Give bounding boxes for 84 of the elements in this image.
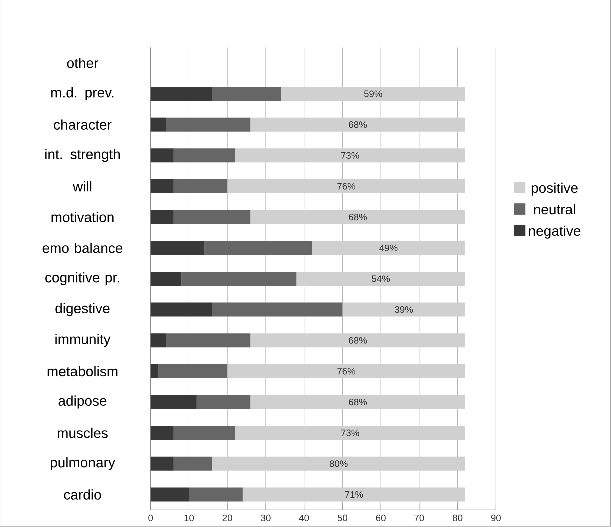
annotation: 39%	[395, 306, 414, 314]
annotation: 49%	[380, 244, 398, 252]
y-tick-label: motivation	[52, 212, 114, 223]
bar	[228, 364, 466, 378]
annotation: 54%	[372, 276, 390, 282]
legend-label: negative	[529, 226, 581, 239]
bar	[150, 302, 212, 317]
bar	[150, 148, 174, 163]
y-tick-label: character	[54, 120, 112, 130]
x-tick-label: 50	[338, 514, 348, 522]
bar	[250, 334, 466, 348]
bar	[296, 272, 466, 286]
y-tick-label: adipose	[58, 396, 107, 409]
y-tick-label: emo balance	[42, 243, 123, 254]
bar	[174, 210, 251, 224]
y-tick-label: m.d. prev.	[52, 88, 114, 101]
bar	[150, 364, 159, 378]
bar	[166, 334, 251, 348]
y-tick-label: pulmonary	[50, 457, 116, 470]
bar	[150, 488, 190, 502]
bar	[174, 180, 228, 194]
bar	[228, 180, 466, 194]
bar	[150, 426, 174, 440]
x-tick-label: 40	[299, 514, 310, 522]
x-tick-label: 80	[452, 514, 463, 522]
bar	[174, 148, 236, 163]
annotation: 73%	[342, 152, 360, 159]
x-tick-label: 10	[184, 514, 194, 522]
x-tick-label: 70	[414, 514, 424, 522]
bar	[150, 334, 166, 348]
y-tick-label: cardio	[64, 490, 102, 500]
bar	[174, 426, 236, 440]
legend-label: neutral	[534, 204, 576, 215]
bar	[150, 241, 205, 256]
bar	[158, 364, 228, 378]
bar	[212, 302, 343, 317]
bar	[166, 118, 251, 132]
annotation: 73%	[342, 430, 360, 436]
bar	[204, 241, 312, 256]
bar	[174, 456, 212, 471]
bar	[150, 87, 212, 102]
y-tick-label: metabolism	[48, 366, 118, 377]
bar	[235, 426, 466, 440]
annotation: 68%	[349, 399, 368, 406]
y-tick-label: other	[67, 58, 98, 68]
bar	[235, 148, 466, 163]
bar	[250, 395, 466, 410]
bar	[212, 87, 282, 102]
y-tick-label: digestive	[56, 303, 110, 316]
y-tick-label: immunity	[56, 334, 111, 348]
bar	[281, 87, 466, 102]
bar	[150, 456, 174, 471]
y-tick-label: muscles	[58, 428, 108, 438]
bar	[150, 180, 174, 194]
bar	[150, 118, 166, 132]
annotation: 71%	[345, 492, 364, 498]
bar	[250, 118, 466, 132]
bar	[242, 488, 466, 502]
legend-label: positive	[532, 182, 578, 196]
bar	[196, 395, 251, 410]
bar	[150, 272, 182, 286]
bar	[250, 210, 466, 224]
bar	[150, 395, 197, 410]
annotation: 68%	[349, 122, 368, 128]
bar	[182, 272, 297, 286]
y-tick-label: int. strength	[46, 149, 120, 162]
y-tick-label: will	[73, 181, 92, 192]
annotation: 59%	[364, 90, 382, 98]
x-tick-label: 90	[491, 514, 501, 522]
bar	[189, 488, 243, 502]
bar	[342, 302, 466, 317]
annotation: 76%	[338, 368, 356, 375]
bar	[150, 210, 174, 224]
annotation: 76%	[338, 183, 356, 190]
bar	[212, 456, 466, 471]
annotation: 80%	[330, 460, 348, 468]
x-tick-label: 0	[148, 514, 154, 522]
annotation: 68%	[349, 337, 368, 344]
x-tick-label: 20	[222, 514, 232, 522]
y-tick-label: cognitive pr.	[46, 272, 120, 286]
bar	[312, 241, 466, 256]
x-tick-label: 30	[261, 514, 271, 522]
x-tick-label: 60	[376, 514, 386, 522]
annotation: 68%	[349, 214, 368, 221]
